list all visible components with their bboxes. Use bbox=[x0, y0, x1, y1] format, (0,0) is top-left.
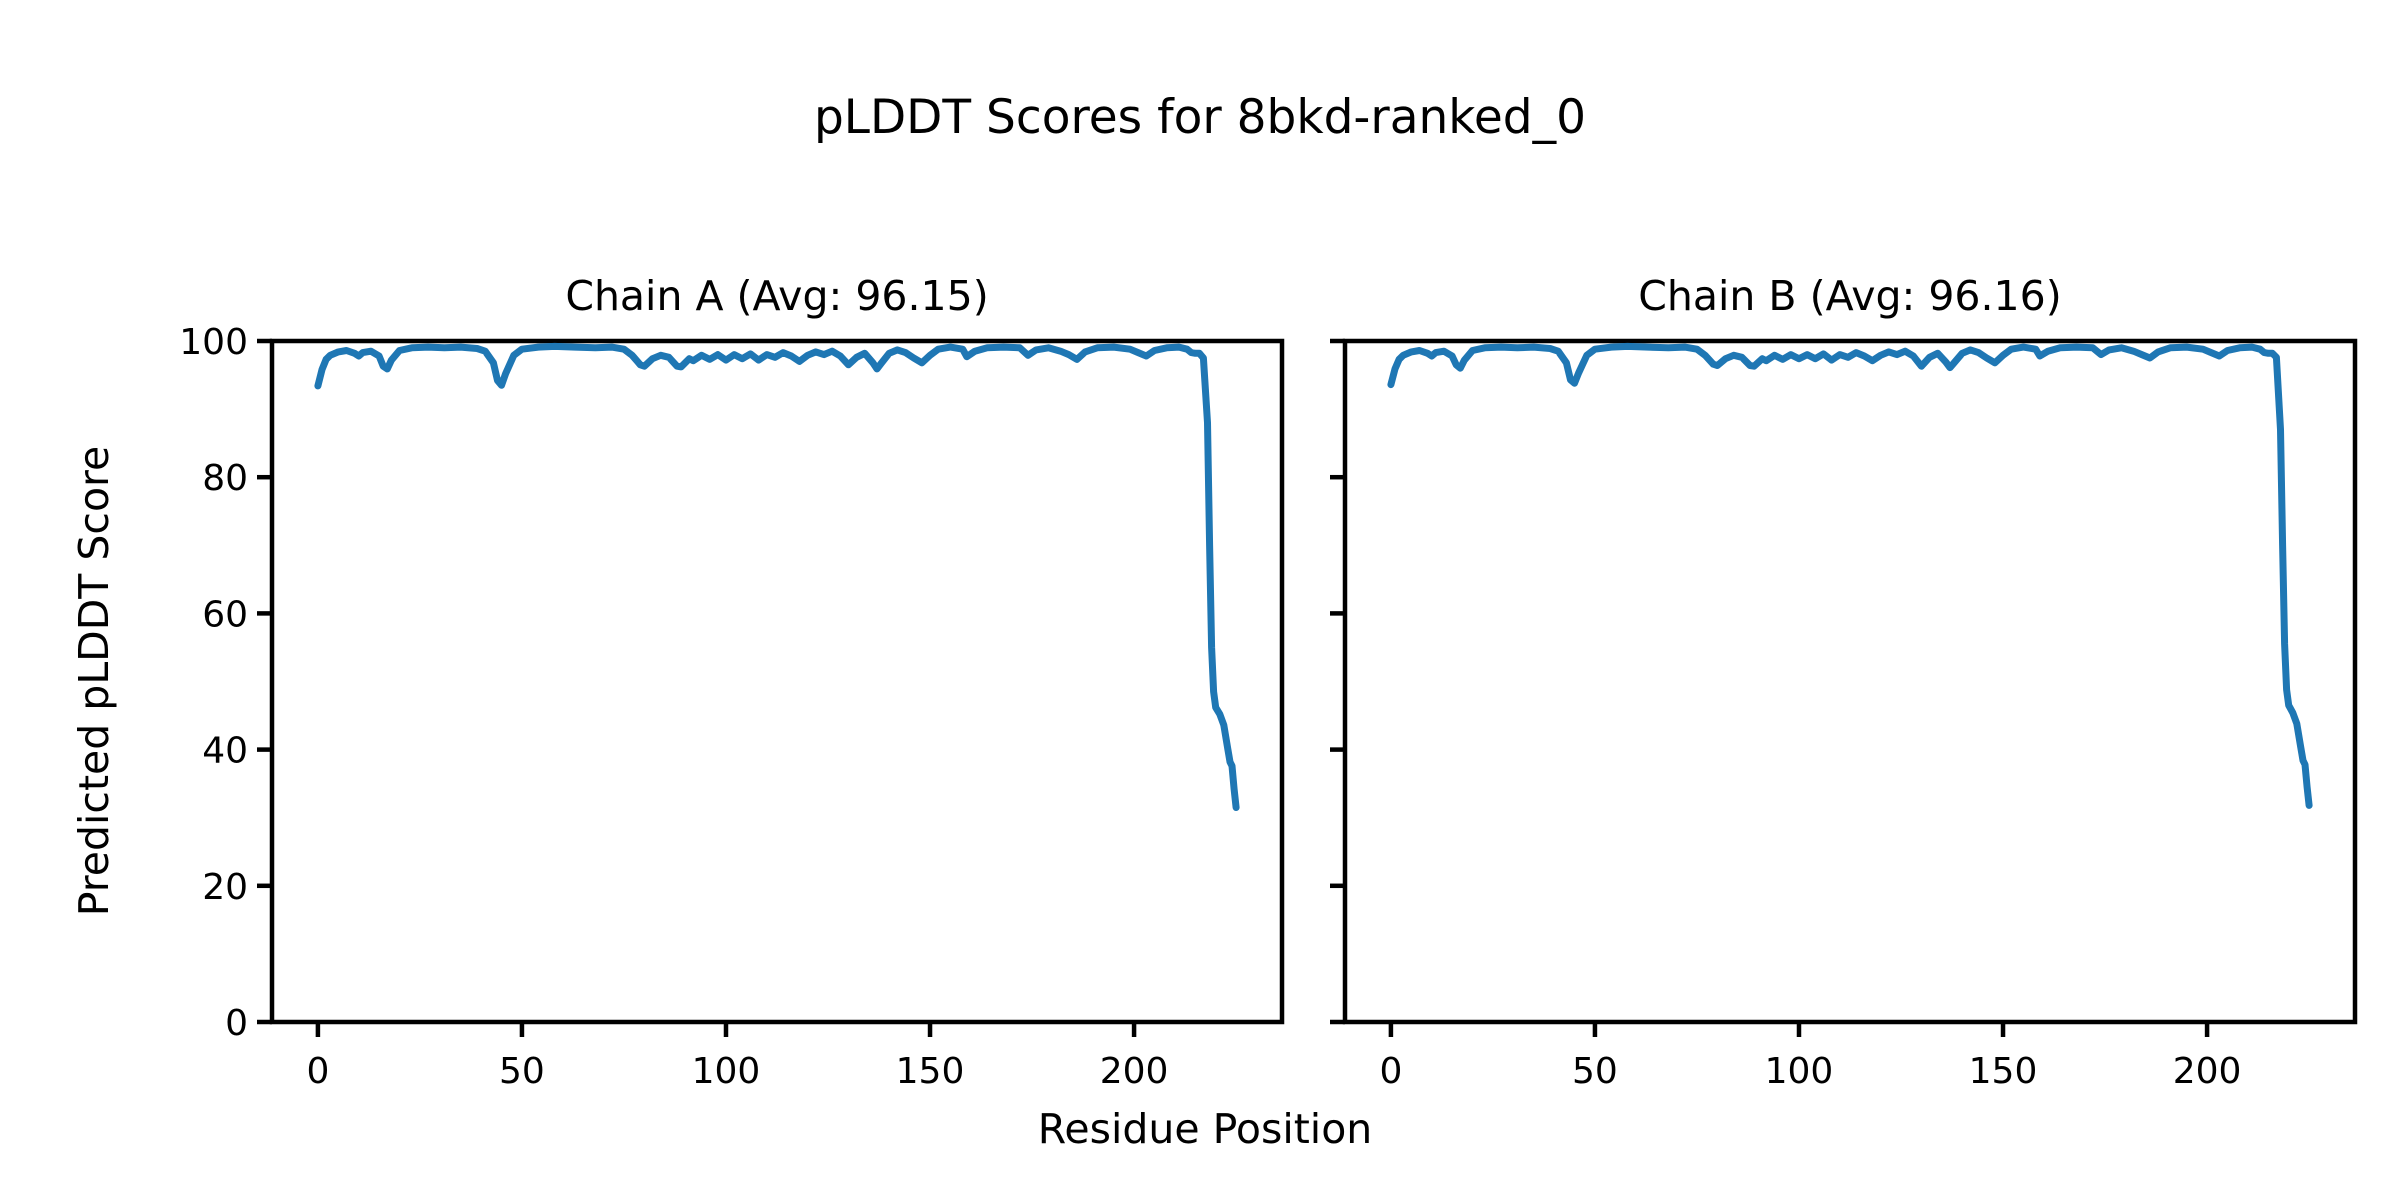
chain-b-plot: 0 50 100 150 200 bbox=[1330, 338, 2358, 1092]
chain-a-plot: 0 50 100 150 200 0 20 40 60 80 100 bbox=[179, 322, 1285, 1092]
x-tick-label: 0 bbox=[306, 1051, 329, 1092]
x-tick-label: 100 bbox=[1765, 1051, 1834, 1092]
chain-b-subplot-title: Chain B (Avg: 96.16) bbox=[1638, 272, 2061, 320]
x-tick-label: 50 bbox=[1572, 1051, 1618, 1092]
y-tick-label: 40 bbox=[202, 731, 248, 772]
figure-title: pLDDT Scores for 8bkd-ranked_0 bbox=[814, 90, 1586, 145]
plddt-line bbox=[314, 342, 1240, 811]
x-tick-label: 100 bbox=[692, 1051, 761, 1092]
y-tick-label: 20 bbox=[202, 867, 248, 908]
y-axis-label: Predicted pLDDT Score bbox=[70, 446, 118, 916]
x-axis-label: Residue Position bbox=[1038, 1105, 1373, 1153]
x-tick-label: 50 bbox=[499, 1051, 545, 1092]
y-tick-label: 80 bbox=[202, 458, 248, 499]
plddt-line bbox=[1387, 342, 2313, 809]
axes-frame bbox=[1342, 338, 2358, 1025]
x-tick-label: 150 bbox=[896, 1051, 965, 1092]
chain-a-subplot-title: Chain A (Avg: 96.15) bbox=[565, 272, 988, 320]
y-tick-label: 60 bbox=[202, 594, 248, 635]
x-tick-label: 200 bbox=[2173, 1051, 2242, 1092]
axes-frame bbox=[269, 338, 1285, 1025]
y-tick-label: 100 bbox=[179, 322, 248, 363]
x-tick-label: 0 bbox=[1379, 1051, 1402, 1092]
x-tick-label: 150 bbox=[1969, 1051, 2038, 1092]
y-tick-label: 0 bbox=[225, 1003, 248, 1044]
x-tick-label: 200 bbox=[1100, 1051, 1169, 1092]
